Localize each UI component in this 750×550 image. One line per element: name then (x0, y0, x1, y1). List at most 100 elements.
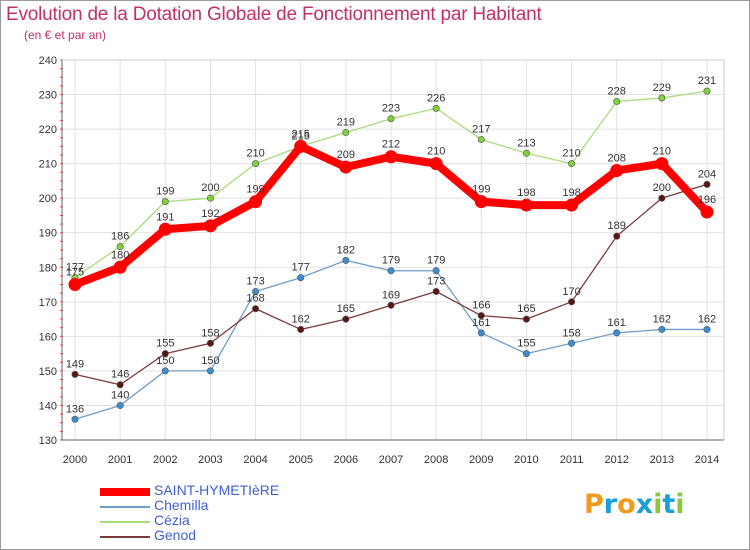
data-point (297, 325, 305, 333)
y-tick-label: 130 (39, 435, 57, 447)
legend-swatch (100, 521, 150, 523)
data-label: 161 (608, 317, 626, 329)
data-label: 169 (382, 289, 400, 301)
data-point (477, 135, 485, 143)
y-tick-label: 200 (39, 193, 57, 205)
data-label: 173 (427, 275, 445, 287)
data-label: 177 (292, 262, 310, 274)
data-label: 149 (66, 358, 84, 370)
data-point (116, 381, 124, 389)
logo-letter: o (617, 489, 636, 520)
legend-swatch (100, 488, 150, 496)
data-point (342, 256, 350, 264)
y-tick-label: 160 (39, 331, 57, 343)
x-tick-label: 2005 (288, 454, 312, 466)
data-point (387, 267, 395, 275)
data-point (432, 104, 440, 112)
legend-swatch (100, 536, 150, 538)
data-point (116, 243, 124, 251)
data-label: 170 (562, 286, 580, 298)
data-label: 226 (427, 92, 445, 104)
data-point (71, 370, 79, 378)
data-label: 155 (517, 338, 535, 350)
data-point (249, 195, 263, 209)
data-label: 173 (246, 275, 264, 287)
data-point (116, 401, 124, 409)
x-tick-label: 2014 (695, 454, 719, 466)
y-tick-label: 210 (39, 159, 57, 171)
legend-label: Cézia (154, 512, 190, 528)
data-point (68, 278, 82, 292)
x-tick-label: 2000 (63, 454, 87, 466)
x-tick-label: 2011 (560, 454, 584, 466)
data-point (203, 219, 217, 233)
y-tick-label: 220 (39, 124, 57, 136)
data-label: 175 (66, 267, 84, 279)
legend-label: SAINT-HYMETIèRE (154, 482, 280, 498)
x-tick-label: 2012 (604, 454, 628, 466)
y-tick-label: 230 (39, 90, 57, 102)
data-label: 162 (292, 313, 310, 325)
data-label: 165 (337, 303, 355, 315)
x-tick-label: 2007 (379, 454, 403, 466)
data-label: 180 (111, 249, 129, 261)
data-point (342, 315, 350, 323)
data-label: 228 (608, 85, 626, 97)
data-point (252, 305, 260, 313)
data-point (432, 287, 440, 295)
y-tick-label: 170 (39, 297, 57, 309)
legend-label: Genod (154, 527, 197, 543)
data-point (522, 149, 530, 157)
data-point (568, 160, 576, 168)
x-tick-label: 2009 (469, 454, 493, 466)
logo-letter: i (675, 489, 685, 520)
data-label: 213 (517, 137, 535, 149)
data-point (522, 350, 530, 358)
data-point (613, 232, 621, 240)
data-label: 215 (292, 130, 310, 142)
data-label: 199 (246, 184, 264, 196)
data-label: 168 (246, 293, 264, 305)
data-label: 140 (111, 389, 129, 401)
data-point (522, 315, 530, 323)
data-label: 210 (562, 148, 580, 160)
data-label: 191 (156, 211, 174, 223)
data-point (700, 205, 714, 219)
data-point (294, 139, 308, 153)
y-tick-label: 150 (39, 366, 57, 378)
data-point (519, 198, 533, 212)
data-point (297, 274, 305, 282)
data-label: 210 (653, 146, 671, 158)
chart-title: Evolution de la Dotation Globale de Fonc… (6, 4, 542, 25)
data-label: 150 (201, 355, 219, 367)
data-point (71, 415, 79, 423)
x-tick-label: 2001 (108, 454, 132, 466)
data-point (703, 180, 711, 188)
legend-swatch (100, 506, 150, 508)
line-chart: 130 140 150 160 170 180 190 200 210 220 230 240 2000… (39, 55, 725, 466)
logo-letter: t (662, 489, 676, 520)
y-tick-label: 190 (39, 228, 57, 240)
data-label: 198 (517, 187, 535, 199)
logo-letter: i (653, 489, 663, 520)
data-label: 198 (562, 187, 580, 199)
data-label: 217 (472, 123, 490, 135)
x-tick-label: 2010 (514, 454, 538, 466)
data-label: 161 (472, 317, 490, 329)
data-label: 209 (337, 149, 355, 161)
data-label: 215 (292, 128, 310, 140)
logo-letter: r (603, 489, 618, 520)
y-tick-label: 240 (39, 55, 57, 67)
data-label: 165 (517, 303, 535, 315)
data-label: 199 (472, 184, 490, 196)
data-label: 210 (246, 148, 264, 160)
data-point (113, 260, 127, 274)
x-tick-label: 2003 (198, 454, 222, 466)
data-label: 208 (608, 153, 626, 165)
logo-letter: x (635, 489, 654, 520)
data-label: 155 (156, 338, 174, 350)
data-point (610, 164, 624, 178)
data-label: 199 (156, 186, 174, 198)
data-point (613, 97, 621, 105)
data-label: 150 (156, 355, 174, 367)
